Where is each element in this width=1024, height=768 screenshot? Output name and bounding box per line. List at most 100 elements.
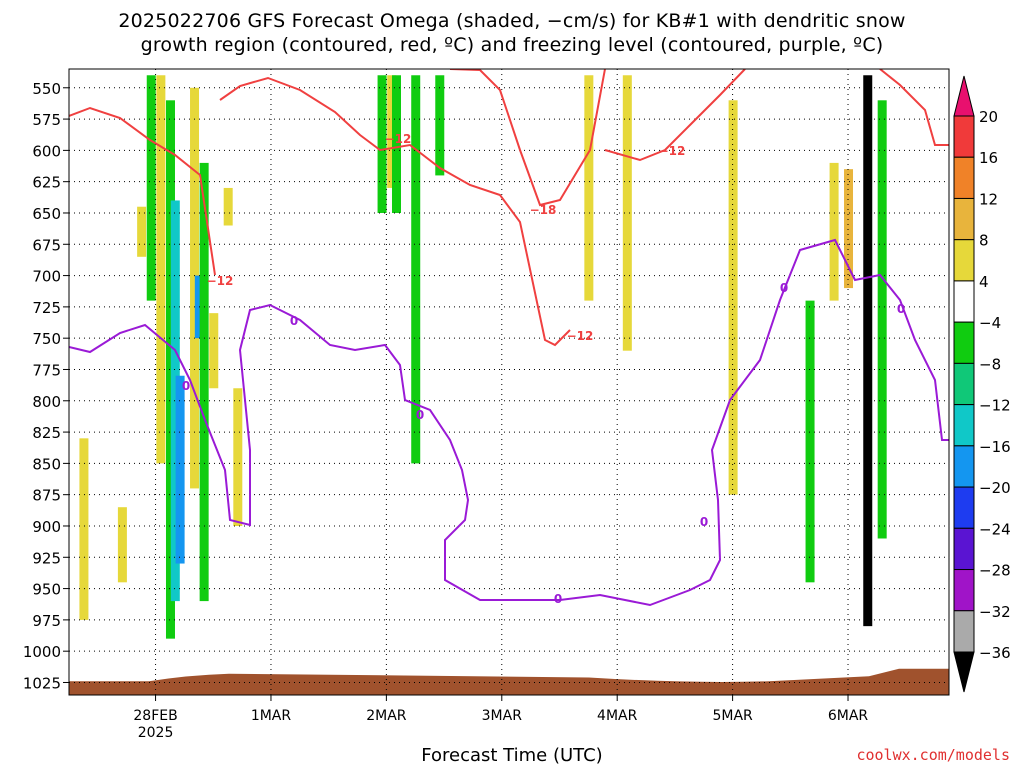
contour-label-zero-1: 0 <box>290 314 298 328</box>
contour-label-red-12-1: −12 <box>385 132 412 146</box>
y-tick-label-6: 700 <box>32 268 61 286</box>
colorbar-label-12: −32 <box>979 603 1011 621</box>
omega-strip-10 <box>199 162 209 602</box>
contour-label-zero-2: 0 <box>416 408 424 422</box>
x-tick-label-1: 1MAR <box>251 708 292 724</box>
colorbar-label-4: 4 <box>979 273 989 291</box>
colorbar-bin-2 <box>953 197 975 241</box>
omega-strip-6 <box>170 200 180 602</box>
y-tick-label-3: 625 <box>32 174 61 192</box>
y-tick-label-12: 850 <box>32 455 61 473</box>
omega-strip-7 <box>175 375 185 564</box>
contour-label-zero-5: 0 <box>780 281 788 295</box>
colorbar-label-3: 8 <box>979 232 989 250</box>
y-tick-label-9: 775 <box>32 361 61 379</box>
y-tick-label-19: 1025 <box>23 674 61 692</box>
colorbar-bin-8 <box>953 445 975 488</box>
omega-strip-4 <box>156 75 166 464</box>
contour-red-4 <box>879 69 949 146</box>
omega-strip-20 <box>622 75 632 351</box>
x-tick-label-6: 6MAR <box>828 708 869 724</box>
contour-label-zero-0: 0 <box>182 379 190 393</box>
omega-strip-19 <box>584 75 594 301</box>
colorbar-bin-6 <box>953 362 975 406</box>
chart-title-line1: 2025022706 GFS Forecast Omega (shaded, −… <box>118 10 906 32</box>
x-tick-label-5: 5MAR <box>712 708 753 724</box>
y-tick-label-15: 925 <box>32 549 61 567</box>
colorbar-label-7: −12 <box>979 397 1011 415</box>
y-tick-label-13: 875 <box>32 487 61 505</box>
omega-strip-22 <box>805 300 815 583</box>
y-tick-label-2: 600 <box>32 142 61 160</box>
colorbar-label-5: −4 <box>979 314 1001 332</box>
y-tick-label-14: 900 <box>32 518 61 536</box>
colorbar-label-6: −8 <box>979 355 1001 373</box>
colorbar-bin-1 <box>953 156 975 199</box>
omega-strip-14 <box>377 75 387 213</box>
x-tick-label-4: 4MAR <box>597 708 638 724</box>
contour-label-red-12-3: −12 <box>659 144 686 158</box>
contour-red-1 <box>219 76 571 347</box>
contour-purple-0 <box>69 238 949 607</box>
omega-strip-1 <box>117 507 127 583</box>
terrain-fill <box>69 668 949 695</box>
omega-strip-26 <box>877 100 887 539</box>
colorbar-top-arrow <box>953 75 975 117</box>
omega-strip-16 <box>391 75 401 213</box>
y-tick-label-5: 675 <box>32 236 61 254</box>
x-axis-label: Forecast Time (UTC) <box>421 745 603 766</box>
colorbar-bin-11 <box>953 569 975 612</box>
contour-label-red-12-2: −12 <box>567 329 594 343</box>
omega-strip-8 <box>190 87 200 489</box>
omega-strip-23 <box>829 162 839 301</box>
omega-strip-11 <box>209 313 219 389</box>
y-tick-label-1: 575 <box>32 111 61 129</box>
colorbar-bin-12 <box>953 610 975 653</box>
colorbar-label-8: −16 <box>979 438 1011 456</box>
y-tick-label-11: 825 <box>32 424 61 442</box>
colorbar-label-0: 20 <box>979 108 998 126</box>
grid-lines <box>69 69 949 695</box>
colorbar-bin-5 <box>953 321 975 364</box>
omega-strip-17 <box>411 75 421 464</box>
y-tick-label-7: 725 <box>32 299 61 317</box>
credit-link[interactable]: coolwx.com/models <box>856 746 1010 764</box>
colorbar-bottom-arrow <box>953 651 975 693</box>
colorbar-bin-4 <box>953 280 975 323</box>
omega-strip-0 <box>79 438 89 620</box>
omega-strip-5 <box>165 100 175 639</box>
omega-shading <box>79 75 887 639</box>
y-tick-label-17: 975 <box>32 612 61 630</box>
colorbar-bin-9 <box>953 486 975 529</box>
colorbar-label-10: −24 <box>979 520 1011 538</box>
colorbar-bin-7 <box>953 404 975 447</box>
plot-frame <box>68 68 950 696</box>
y-tick-label-8: 750 <box>32 330 61 348</box>
colorbar-bin-3 <box>953 239 975 282</box>
colorbar-label-11: −28 <box>979 562 1011 580</box>
contour-red-2 <box>449 69 606 207</box>
x-tick-label-2: 2MAR <box>366 708 407 724</box>
omega-strip-24 <box>844 169 854 289</box>
colorbar-label-1: 16 <box>979 149 998 167</box>
y-tick-label-16: 950 <box>32 581 61 599</box>
colorbar-label-9: −20 <box>979 479 1011 497</box>
colorbar: 20 16 12 8 4 −4 −8 −12 −16 −20 −24 −28 −32 −36 <box>953 75 1011 693</box>
colorbar-label-2: 12 <box>979 190 998 208</box>
omega-strip-12 <box>223 187 233 226</box>
x-tick-label-0: 28FEB <box>133 708 177 724</box>
omega-strip-13 <box>233 388 243 526</box>
omega-strip-3 <box>146 75 156 301</box>
contour-label-zero-6: 0 <box>897 302 905 316</box>
y-tick-label-10: 800 <box>32 393 61 411</box>
omega-strip-25 <box>863 75 873 627</box>
pressure-axis: 550 575 600 625 650 675 700 725 750 775 800 825 850 8… <box>23 80 69 692</box>
contour-label-zero-3: 0 <box>554 592 562 606</box>
y-tick-label-18: 1000 <box>23 643 61 661</box>
colorbar-label-13: −36 <box>979 644 1011 662</box>
contour-label-red-18-0: −18 <box>530 203 557 217</box>
x-tick-label-3: 3MAR <box>482 708 523 724</box>
terrain-surface <box>69 668 949 695</box>
x-tick-sublabel-0: 2025 <box>138 725 174 741</box>
